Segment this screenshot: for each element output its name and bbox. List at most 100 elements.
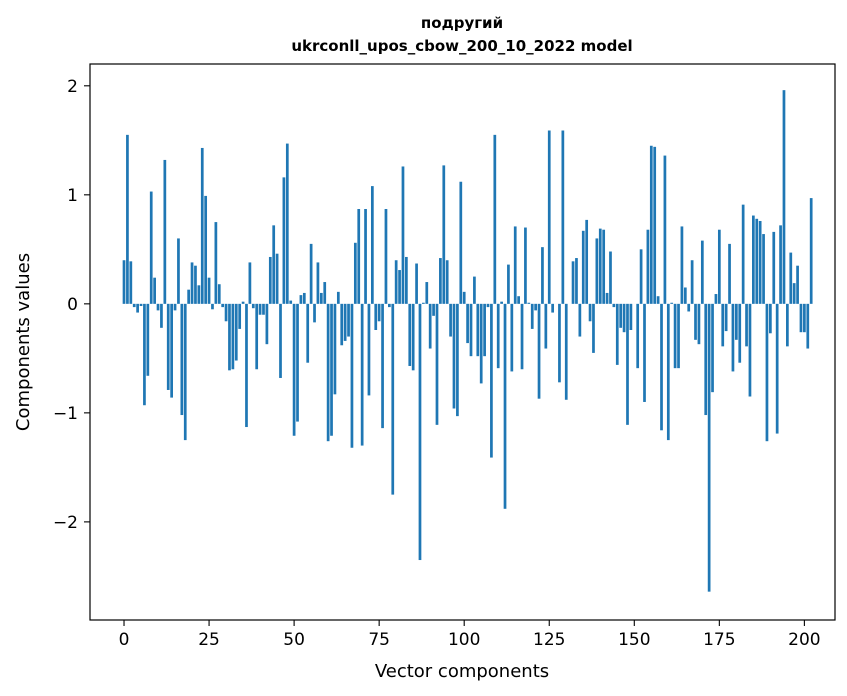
bars-group [122, 90, 813, 592]
bar-85 [411, 303, 415, 371]
bar-37 [248, 262, 252, 304]
bar-178 [728, 243, 731, 304]
bar-71 [364, 209, 367, 304]
y-tick-label--1: −1 [53, 404, 78, 424]
bar-41 [262, 303, 265, 315]
bar-89 [425, 282, 429, 304]
bar-36 [245, 303, 248, 428]
bar-135 [581, 230, 585, 304]
bar-172 [707, 303, 711, 592]
bar-120 [530, 303, 534, 329]
bar-29 [221, 303, 225, 308]
bar-170 [700, 240, 704, 304]
bar-115 [513, 226, 517, 304]
bar-136 [585, 219, 589, 304]
bar-181 [738, 303, 742, 363]
bar-107 [486, 303, 490, 308]
bar-179 [731, 303, 735, 372]
bar-196 [789, 252, 793, 304]
bar-153 [643, 303, 646, 402]
bar-0 [122, 260, 126, 304]
bar-202 [809, 198, 813, 304]
bar-175 [717, 229, 721, 304]
bar-3 [132, 303, 136, 308]
bar-149 [629, 303, 633, 330]
bar-27 [214, 222, 218, 304]
x-tick-label-25: 25 [198, 630, 220, 650]
bar-138 [592, 303, 595, 353]
bar-28 [217, 284, 221, 304]
bar-183 [745, 303, 748, 347]
bar-59 [323, 282, 327, 304]
bar-42 [265, 303, 269, 345]
bar-22 [197, 285, 201, 304]
bar-19 [187, 289, 191, 304]
bar-47 [282, 177, 286, 304]
x-axis-ticks: 0 25 50 75 100 125 150 175 200 [119, 620, 821, 650]
bar-137 [588, 303, 592, 322]
bar-163 [677, 303, 680, 369]
bar-102 [469, 303, 473, 357]
bar-75 [377, 303, 381, 322]
bar-129 [561, 130, 565, 304]
bar-145 [615, 303, 619, 365]
x-tick-label-200: 200 [788, 630, 820, 650]
bar-114 [510, 303, 514, 372]
bar-66 [347, 303, 350, 337]
bar-161 [670, 302, 674, 304]
bar-198 [796, 265, 799, 304]
bar-6 [143, 303, 146, 406]
bar-58 [319, 292, 323, 304]
bar-100 [462, 291, 466, 304]
bar-103 [473, 276, 476, 304]
bar-158 [660, 303, 663, 431]
bar-14 [170, 303, 173, 398]
bar-192 [775, 303, 779, 434]
x-tick-label-75: 75 [368, 630, 390, 650]
bar-132 [571, 261, 575, 304]
bar-122 [537, 303, 541, 399]
x-tick-label-175: 175 [703, 630, 735, 650]
plot-frame [89, 63, 836, 621]
bar-70 [360, 303, 364, 446]
bar-154 [646, 229, 650, 304]
bar-94 [442, 165, 446, 304]
bar-87 [418, 303, 422, 561]
bar-55 [309, 243, 313, 304]
bar-133 [575, 258, 578, 304]
bar-116 [517, 296, 520, 304]
bar-90 [428, 303, 432, 349]
bar-35 [241, 301, 245, 304]
bar-201 [806, 303, 810, 349]
bar-9 [153, 277, 156, 304]
bar-30 [224, 303, 228, 322]
bar-74 [374, 303, 378, 330]
y-axis-ticks: −2 −1 0 1 2 [53, 77, 90, 533]
bar-10 [156, 303, 160, 311]
bar-99 [459, 181, 463, 304]
bar-188 [762, 234, 765, 304]
bar-148 [626, 303, 629, 425]
bar-97 [452, 303, 456, 409]
bar-174 [714, 294, 718, 304]
bar-39 [255, 303, 259, 370]
bar-176 [721, 303, 725, 347]
bar-1 [126, 134, 129, 304]
bar-31 [228, 303, 231, 371]
bar-23 [200, 147, 204, 304]
bar-15 [173, 303, 177, 311]
bar-141 [602, 229, 606, 304]
chart-title-line2: ukrconll_upos_cbow_200_10_2022 model [291, 37, 632, 55]
bar-34 [238, 303, 242, 329]
bar-118 [524, 227, 527, 304]
bar-63 [336, 291, 340, 304]
bar-177 [724, 303, 728, 332]
bar-26 [211, 303, 214, 310]
bar-180 [734, 303, 738, 340]
bar-17 [180, 303, 184, 416]
bar-91 [432, 303, 435, 316]
bar-78 [388, 303, 391, 308]
bar-184 [748, 303, 752, 397]
bar-77 [384, 209, 388, 304]
bar-191 [772, 231, 776, 304]
